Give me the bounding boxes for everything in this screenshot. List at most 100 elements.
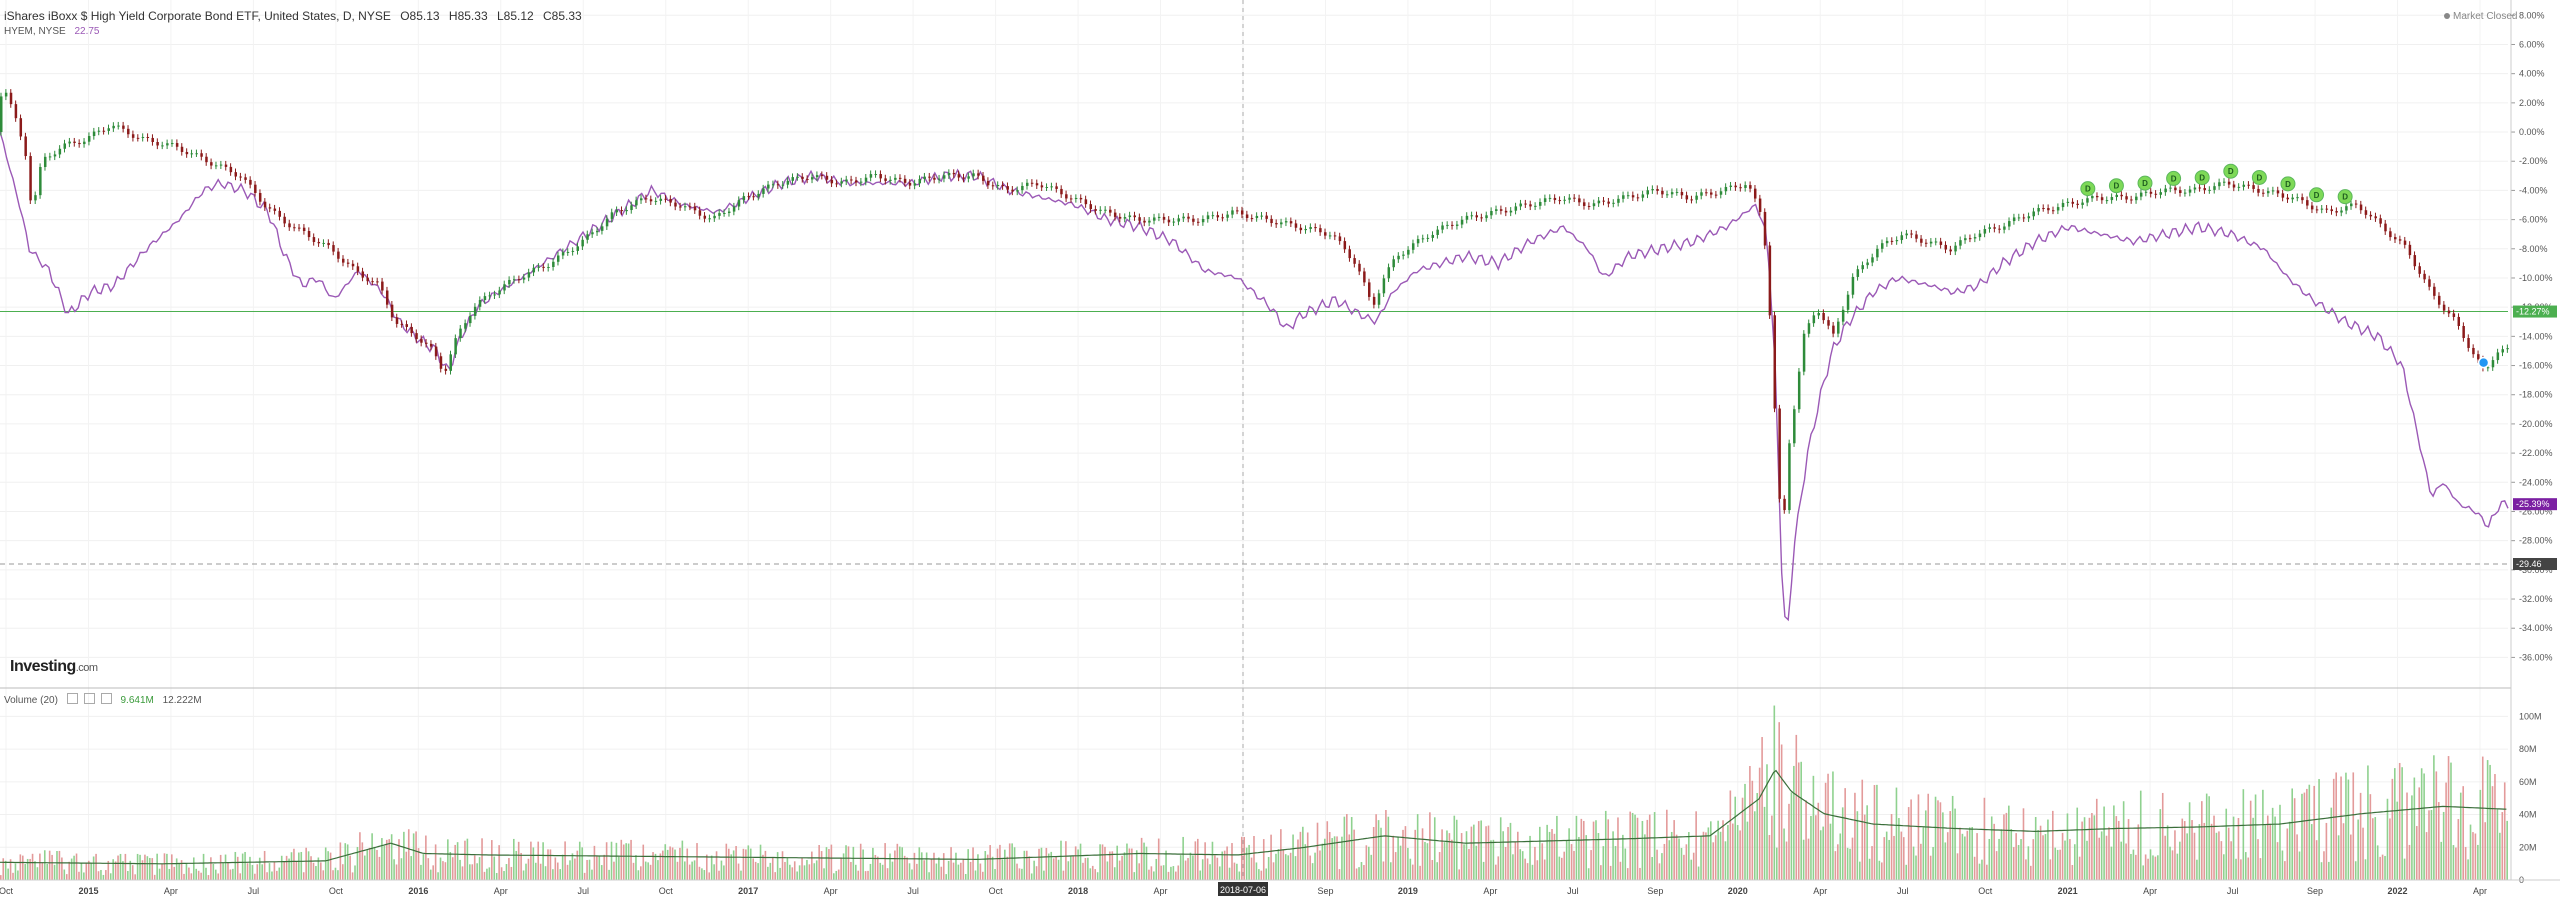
volume-bar: [1047, 853, 1050, 880]
volume-bar: [1262, 839, 1265, 880]
candle: [1074, 197, 1078, 199]
volume-bar: [1964, 836, 1966, 880]
candle: [1885, 240, 1889, 244]
volume-bar: [266, 872, 268, 880]
volume-bar: [337, 870, 339, 880]
candle: [1421, 238, 1425, 240]
candle: [1275, 223, 1278, 225]
time-tick-label: Apr: [494, 886, 508, 896]
candle: [2271, 190, 2275, 192]
candle: [302, 227, 306, 232]
volume-bar: [1702, 831, 1705, 880]
time-axis[interactable]: Oct 2015 Apr Jul Oct 2016 Apr Jul Oct 2017 Apr Jul O…: [0, 882, 2487, 896]
volume-bar: [1680, 847, 1683, 880]
volume-bar: [972, 847, 974, 880]
hide-icon[interactable]: [83, 693, 95, 704]
candle: [2188, 189, 2192, 193]
compare-value: 22.75: [74, 26, 100, 37]
volume-bar: [740, 870, 742, 880]
volume-bar: [598, 856, 601, 880]
candle: [1314, 227, 1317, 229]
volume-bar: [2457, 819, 2460, 880]
volume-bar: [1292, 834, 1294, 880]
candle: [2203, 188, 2206, 191]
volume-bar: [1495, 864, 1497, 880]
volume-bar: [2183, 821, 2186, 880]
volume-bar: [7, 868, 9, 880]
volume-bar: [2440, 841, 2443, 880]
candle: [2125, 196, 2128, 200]
volume-bar: [1218, 866, 1221, 880]
volume-bar: [713, 864, 715, 880]
instrument-title[interactable]: iShares iBoxx $ High Yield Corporate Bon…: [4, 9, 391, 23]
volume-bar: [153, 874, 156, 880]
volume-bar: [852, 846, 855, 880]
time-tick-label: 2020: [1728, 886, 1748, 896]
dividend-marker-label: D: [2285, 180, 2291, 189]
volume-bar: [117, 855, 119, 880]
volume-bar: [1678, 838, 1680, 880]
candle: [2164, 188, 2167, 193]
candle: [1900, 235, 1904, 241]
volume-bar: [574, 858, 576, 880]
event-marker-icon[interactable]: [2477, 356, 2490, 369]
candle: [649, 199, 653, 202]
hyg-candlestick-series[interactable]: [0, 89, 2509, 514]
candle: [1392, 259, 1395, 268]
volume-bar: [2201, 801, 2203, 880]
candle: [2262, 192, 2265, 194]
candle: [1626, 195, 1630, 197]
volume-bar: [1868, 858, 1871, 880]
candle: [1778, 408, 1781, 499]
candle: [2320, 208, 2324, 210]
candle: [78, 142, 81, 145]
candle: [1685, 195, 1689, 200]
volume-bar: [1815, 815, 1817, 880]
candle: [185, 151, 189, 155]
candle: [2423, 273, 2426, 280]
volume-bar: [781, 851, 784, 880]
hyem-series-line[interactable]: [0, 131, 2509, 622]
close-icon[interactable]: [100, 693, 112, 704]
candle: [317, 241, 321, 244]
volume-bar: [439, 857, 442, 880]
volume-bar: [1922, 827, 1925, 880]
candle: [664, 198, 667, 200]
volume-bar: [532, 847, 535, 880]
volume-bar: [2198, 824, 2201, 880]
volume-bar: [960, 862, 962, 880]
last-value-label: -25.39%: [2516, 499, 2550, 509]
volume-bar: [701, 868, 703, 880]
candle: [1094, 209, 1097, 211]
dividend-marker-label: D: [2085, 185, 2091, 194]
volume-bar: [737, 863, 740, 880]
volume-bar: [608, 869, 610, 880]
candle: [2330, 209, 2333, 212]
volume-bar: [806, 859, 808, 880]
dividend-marker-icon: [2080, 181, 2096, 197]
candle: [2306, 200, 2309, 206]
settings-icon[interactable]: [66, 693, 78, 704]
volume-bar: [823, 868, 825, 880]
volume-bar: [989, 845, 991, 880]
volume-bar: [1763, 806, 1766, 880]
candle: [1690, 199, 1693, 201]
time-tick-label: 2022: [2388, 886, 2408, 896]
volume-label[interactable]: Volume (20): [4, 695, 58, 706]
compare-symbol[interactable]: HYEM, NYSE: [4, 26, 66, 37]
candle: [283, 216, 286, 224]
volume-bar: [1629, 811, 1631, 880]
volume-bar: [803, 865, 806, 880]
volume-bar: [464, 840, 466, 880]
candle: [1182, 216, 1185, 219]
volume-bar: [161, 863, 163, 880]
volume-bar: [432, 865, 434, 880]
volume-bar: [2496, 809, 2499, 880]
volume-bar: [1336, 836, 1338, 880]
candle: [742, 196, 746, 201]
candle: [2384, 223, 2387, 232]
volume-bar: [1966, 830, 1969, 880]
